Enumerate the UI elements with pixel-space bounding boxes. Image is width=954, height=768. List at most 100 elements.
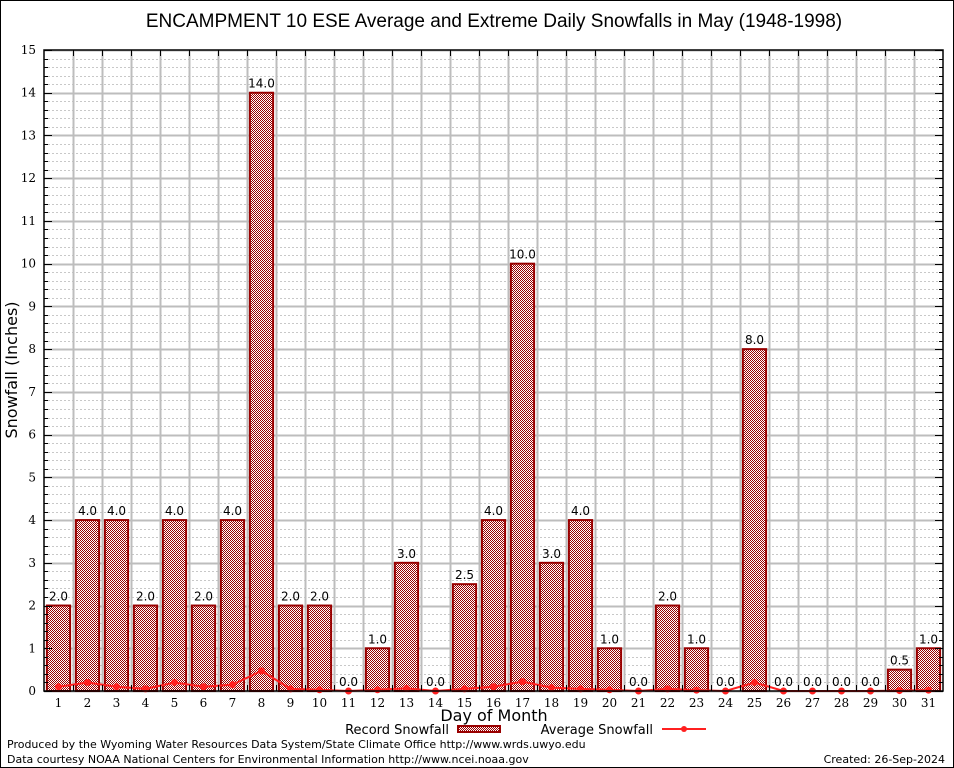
y-axis-label: Snowfall (Inches) <box>2 301 21 438</box>
bar-record-day-12 <box>364 647 391 692</box>
bar-record-day-15 <box>451 583 478 693</box>
bar-labels: 2.0 4.0 4.0 2.0 4.0 2.0 4.0 14.0 2.0 2.0 0.0 1.0 3.0… <box>49 77 938 689</box>
bar-label: 4.0 <box>165 504 184 518</box>
legend-label-record: Record Snowfall <box>345 723 449 738</box>
bar-label: 0.0 <box>339 675 358 689</box>
average-point-day-13 <box>403 684 410 692</box>
x-tick-label: 7 <box>229 696 237 710</box>
average-point-day-12 <box>374 686 381 694</box>
y-tick-label: 3 <box>28 556 36 570</box>
bars <box>45 91 942 693</box>
x-tick-label: 22 <box>660 696 675 710</box>
average-point-day-16 <box>490 683 497 691</box>
bar-label: 2.0 <box>310 590 329 604</box>
y-tick-label: 9 <box>28 299 36 313</box>
bar-label: 2.0 <box>194 590 213 604</box>
bar-record-day-2 <box>74 519 101 692</box>
bar-label: 3.0 <box>542 547 561 561</box>
average-point-day-10 <box>316 686 323 694</box>
bar-label: 2.0 <box>658 590 677 604</box>
footer-produced-by: Produced by the Wyoming Water Resources … <box>7 738 586 751</box>
x-tick-label: 31 <box>921 696 936 710</box>
bar-label: 0.0 <box>716 675 735 689</box>
legend-label-average: Average Snowfall <box>541 723 653 738</box>
x-tick-label: 6 <box>200 696 208 710</box>
x-tick-label: 5 <box>171 696 179 710</box>
y-tick-label: 1 <box>28 641 36 655</box>
bar-record-day-17 <box>509 262 536 692</box>
average-point-day-20 <box>606 686 613 694</box>
bar-label: 1.0 <box>919 632 938 646</box>
legend-marker-average <box>681 726 687 732</box>
x-tick-label: 26 <box>776 696 791 710</box>
bar-record-day-25 <box>741 348 768 692</box>
x-tick-label: 11 <box>341 696 356 710</box>
x-tick-label: 24 <box>718 696 734 710</box>
y-tick-label: 6 <box>28 428 36 442</box>
bar-label: 14.0 <box>248 77 275 91</box>
bar-record-day-7 <box>219 519 246 692</box>
y-tick-label: 2 <box>28 599 36 613</box>
bar-label: 2.0 <box>49 590 68 604</box>
bar-label: 0.0 <box>861 675 880 689</box>
bar-label: 0.0 <box>774 675 793 689</box>
x-tick-label: 10 <box>312 696 327 710</box>
bar-label: 2.5 <box>455 568 474 582</box>
x-tick-label: 17 <box>515 696 530 710</box>
bar-label: 2.0 <box>281 590 300 604</box>
x-tick-label: 14 <box>428 696 444 710</box>
x-tick-label: 29 <box>863 696 878 710</box>
bar-record-day-20 <box>596 647 623 692</box>
bar-record-day-31 <box>915 647 942 692</box>
bar-label: 0.0 <box>803 675 822 689</box>
bar-label: 0.5 <box>890 654 909 668</box>
axes <box>43 49 944 692</box>
average-point-day-5 <box>171 678 178 686</box>
bar-label: 4.0 <box>78 504 97 518</box>
bar-label: 0.0 <box>629 675 648 689</box>
x-tick-label: 23 <box>689 696 704 710</box>
y-tick-label: 13 <box>21 128 36 142</box>
y-tick-label: 5 <box>28 470 36 484</box>
x-tick-label: 15 <box>457 696 472 710</box>
bar-record-day-16 <box>480 519 507 692</box>
average-point-day-31 <box>925 686 932 694</box>
average-point-day-1 <box>55 683 62 691</box>
x-tick-label: 13 <box>399 696 414 710</box>
bar-record-day-10 <box>306 604 333 692</box>
x-tick-label: 1 <box>55 696 63 710</box>
x-tick-label: 9 <box>287 696 295 710</box>
bar-record-day-9 <box>277 604 304 692</box>
x-tick-label: 2 <box>84 696 92 710</box>
y-tick-label: 10 <box>21 257 36 271</box>
bar-label: 8.0 <box>745 333 764 347</box>
x-tick-label: 19 <box>573 696 588 710</box>
x-tick-label: 3 <box>113 696 121 710</box>
bar-label: 10.0 <box>509 248 536 262</box>
bar-label: 1.0 <box>368 632 387 646</box>
bar-label: 0.0 <box>832 675 851 689</box>
average-point-day-18 <box>548 684 555 692</box>
bar-record-day-8 <box>248 91 275 692</box>
x-tick-label: 8 <box>258 696 266 710</box>
x-tick-label: 18 <box>544 696 559 710</box>
bar-label: 4.0 <box>107 504 126 518</box>
bar-label: 3.0 <box>397 547 416 561</box>
footer-created: Created: 26-Sep-2024 <box>824 753 945 766</box>
footer-data-courtesy: Data courtesy NOAA National Centers for … <box>7 753 529 766</box>
bar-label: 1.0 <box>600 632 619 646</box>
x-tick-label: 30 <box>892 696 907 710</box>
x-axis-label: Day of Month <box>440 706 547 725</box>
x-tick-label: 27 <box>805 696 820 710</box>
x-tick-label: 12 <box>370 696 385 710</box>
x-tick-label: 25 <box>747 696 762 710</box>
legend: Record Snowfall Average Snowfall <box>345 723 706 738</box>
bar-record-day-19 <box>567 519 594 692</box>
average-point-day-3 <box>113 683 120 691</box>
bar-record-day-4 <box>132 604 159 692</box>
bar-label: 4.0 <box>223 504 242 518</box>
average-point-day-8 <box>258 667 265 675</box>
bar-label: 2.0 <box>136 590 155 604</box>
x-tick-labels: 1 2 3 4 5 6 7 8 9 10 11 12 13 14 15 16 17 18 19 20 21 22 23 24 2… <box>55 696 936 710</box>
